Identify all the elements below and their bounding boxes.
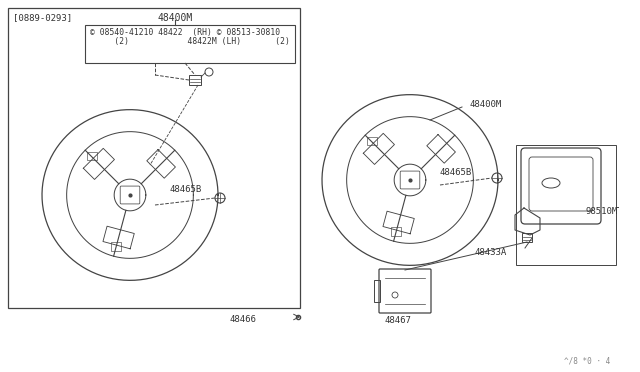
Text: (2)            48422M (LH)       (2): (2) 48422M (LH) (2) — [90, 37, 290, 46]
Bar — [374, 280, 380, 302]
Text: [0889-0293]: [0889-0293] — [13, 13, 72, 22]
Bar — [85, 25, 295, 63]
Bar — [522, 233, 532, 242]
Bar — [189, 75, 201, 85]
Text: 48467: 48467 — [385, 316, 412, 325]
Text: 48465B: 48465B — [170, 185, 202, 194]
Text: 48466: 48466 — [230, 315, 257, 324]
Text: 48433A: 48433A — [475, 248, 508, 257]
Bar — [516, 145, 616, 265]
Bar — [8, 8, 300, 308]
Text: ^/8 *0 · 4: ^/8 *0 · 4 — [564, 357, 610, 366]
Text: 48465B: 48465B — [440, 168, 472, 177]
Text: © 08540-41210 48422  (RH) © 08513-30810: © 08540-41210 48422 (RH) © 08513-30810 — [90, 28, 280, 37]
Text: 48400M: 48400M — [470, 100, 502, 109]
Text: 48400M: 48400M — [157, 13, 193, 23]
Text: 98510M: 98510M — [586, 207, 618, 216]
